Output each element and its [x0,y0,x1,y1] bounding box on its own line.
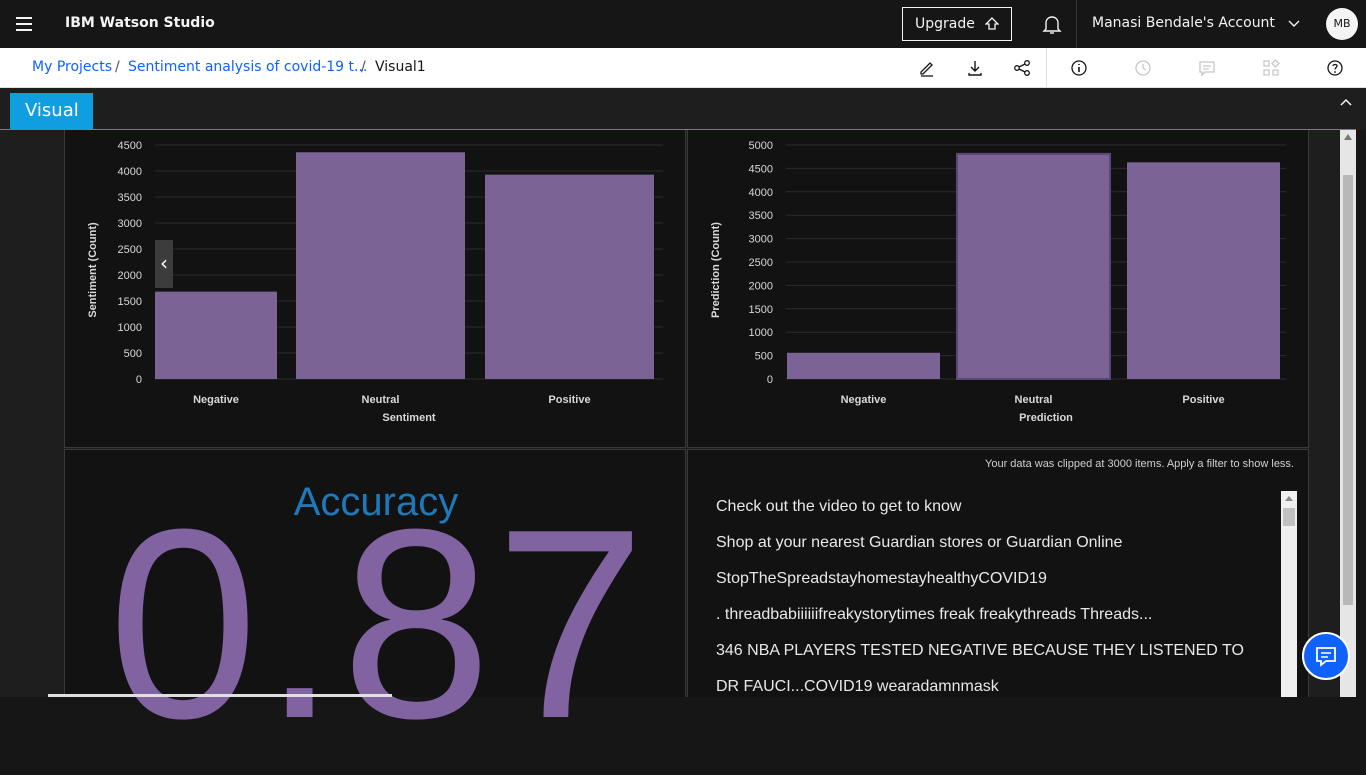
bar [957,154,1110,379]
chevron-up-icon[interactable] [1339,96,1353,108]
breadcrumb-my-projects[interactable]: My Projects [32,59,112,75]
help-icon[interactable] [1325,58,1345,78]
y-tick-label: 5000 [749,140,773,152]
breadcrumb-current: Visual1 [375,59,426,75]
comment-icon[interactable] [1197,58,1217,78]
y-tick-label: 1000 [118,322,142,334]
list-item: . threadbabiiiiiifreakystorytimes freak … [716,606,1276,642]
list-item: Check out the video to get to know [716,498,1276,534]
apps-icon[interactable] [1261,58,1281,78]
avatar[interactable]: MB [1326,8,1358,40]
y-tick-label: 3000 [749,234,773,246]
y-axis-label: Prediction (Count) [710,222,722,318]
chat-icon [1304,634,1348,678]
scroll-up-arrow-icon[interactable] [1285,496,1293,501]
breadcrumb-bar: My Projects / Sentiment analysis of covi… [0,48,1366,88]
y-axis-label: Sentiment (Count) [87,222,99,318]
upgrade-button[interactable]: Upgrade [902,7,1012,41]
sentiment-bar-chart: 0 500 1000 1500 2000 2500 3000 3500 4000 4500 Nega… [65,130,685,447]
history-icon[interactable] [1133,58,1153,78]
top-navigation-bar: IBM Watson Studio Upgrade Manasi Bendale… [0,0,1366,48]
x-axis-label: Sentiment [382,412,436,424]
breadcrumb-separator: / [115,59,120,75]
share-icon[interactable] [1012,58,1032,78]
list-scrollbar[interactable] [1281,491,1297,697]
toolbar-divider [1046,48,1047,88]
x-tick-label: Neutral [1015,394,1053,406]
list-item: Shop at your nearest Guardian stores or … [716,534,1276,570]
accuracy-value: 0.87 [108,490,650,760]
y-tick-label: 1500 [749,304,773,316]
list-item: 346 NBA PLAYERS TESTED NEGATIVE BECAUSE … [716,642,1276,678]
x-tick-label: Neutral [362,394,400,406]
y-tick-label: 4000 [749,187,773,199]
product-name[interactable]: IBM Watson Studio [65,15,215,31]
sentiment-chart-panel[interactable]: 0 500 1000 1500 2000 2500 3000 3500 4000 4500 Nega… [64,130,686,448]
y-tick-label: 4500 [118,140,142,152]
scroll-up-arrow-icon[interactable] [1344,134,1352,140]
y-tick-label: 2500 [749,257,773,269]
list-item: StopTheSpreadstayhomestayhealthyCOVID19 [716,570,1276,606]
bar [485,175,654,379]
chat-button[interactable] [1302,632,1350,680]
breadcrumb-separator: / [361,59,366,75]
tab-visual[interactable]: Visual [10,93,93,129]
previous-arrow-button[interactable]: ‹ [155,240,173,288]
x-axis-label: Prediction [1019,412,1073,424]
prediction-chart-panel[interactable]: 0 500 1000 1500 2000 2500 3000 3500 4000 4500 5000… [687,130,1309,448]
y-tick-label: 0 [767,374,773,386]
y-tick-label: 1500 [118,296,142,308]
y-tick-label: 500 [124,348,142,360]
bar [296,152,465,379]
y-tick-label: 4000 [118,166,142,178]
y-tick-label: 2500 [118,244,142,256]
visual-header: Visual [0,88,1366,130]
y-tick-label: 1000 [749,327,773,339]
text-list-panel[interactable]: Your data was clipped at 3000 items. App… [687,449,1309,697]
y-tick-label: 4500 [749,163,773,175]
upgrade-label: Upgrade [915,16,975,32]
x-tick-label: Negative [841,394,887,406]
y-tick-label: 0 [136,374,142,386]
y-tick-label: 2000 [118,270,142,282]
canvas-scrollbar[interactable] [1340,130,1356,697]
chevron-down-icon[interactable] [1287,17,1301,31]
x-tick-label: Positive [1182,394,1224,406]
y-tick-label: 3500 [749,210,773,222]
y-tick-label: 3000 [118,218,142,230]
menu-icon[interactable] [10,12,38,36]
prediction-bar-chart: 0 500 1000 1500 2000 2500 3000 3500 4000 4500 5000… [688,130,1308,447]
x-tick-label: Negative [193,394,239,406]
breadcrumb-project[interactable]: Sentiment analysis of covid-19 t... [128,59,367,75]
clip-notice: Your data was clipped at 3000 items. App… [985,458,1294,470]
text-list: Check out the video to get to know Shop … [716,498,1276,697]
list-scroll-thumb[interactable] [1283,508,1295,526]
bar [155,292,277,379]
topbar-divider [1076,0,1077,48]
download-icon[interactable] [965,58,985,78]
y-tick-label: 500 [755,351,773,363]
upload-icon [985,17,999,33]
y-tick-label: 3500 [118,192,142,204]
edit-icon[interactable] [917,58,937,78]
canvas-scroll-thumb[interactable] [1343,175,1353,605]
list-item: DR FAUCI...COVID19 wearadamnmask [716,678,1276,697]
account-switcher[interactable]: Manasi Bendale's Account [1092,15,1275,31]
y-tick-label: 2000 [749,280,773,292]
bar [787,353,940,379]
info-icon[interactable] [1069,58,1089,78]
x-tick-label: Positive [548,394,590,406]
bar [1127,162,1280,379]
bell-icon[interactable] [1040,12,1064,36]
